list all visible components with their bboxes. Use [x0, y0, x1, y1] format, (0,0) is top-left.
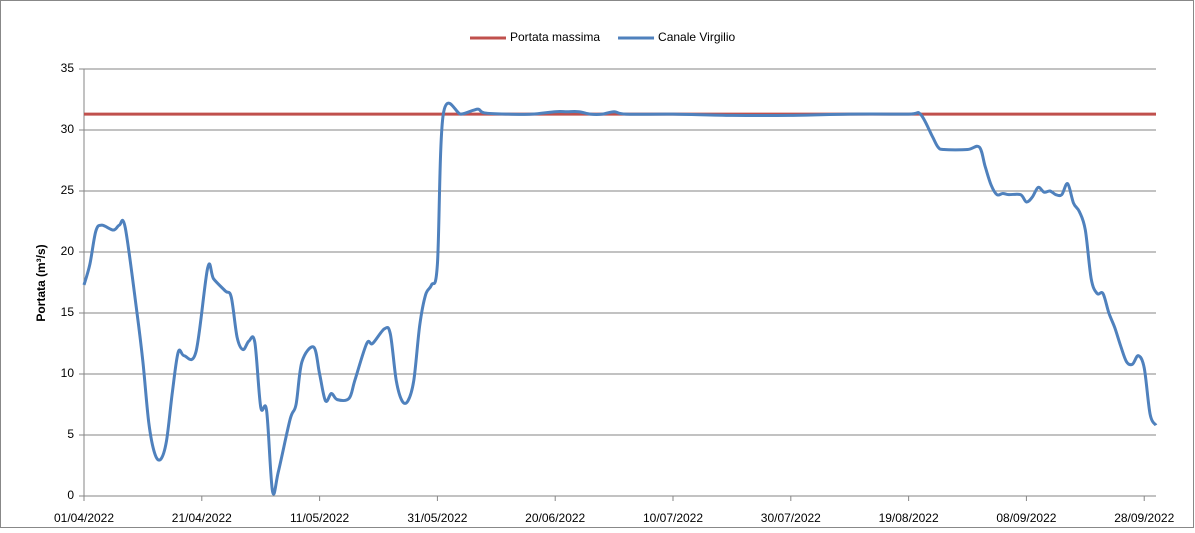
- x-tick-label: 20/06/2022: [525, 511, 585, 525]
- x-tick-label: 01/04/2022: [54, 511, 114, 525]
- series-line: [82, 101, 1158, 496]
- y-tick-label: 5: [67, 427, 74, 441]
- y-tick-label: 15: [61, 305, 75, 319]
- y-tick-label: 10: [61, 366, 75, 380]
- x-tick-label: 08/09/2022: [996, 511, 1056, 525]
- y-tick-label: 0: [67, 488, 74, 502]
- y-tick-label: 35: [61, 61, 75, 75]
- x-tick-label: 11/05/2022: [290, 511, 349, 525]
- x-tick-label: 19/08/2022: [879, 511, 939, 525]
- legend-label: Portata massima: [510, 30, 600, 44]
- y-tick-label: 25: [61, 183, 75, 197]
- x-tick-label: 10/07/2022: [643, 511, 703, 525]
- x-tick-label: 30/07/2022: [761, 511, 821, 525]
- y-axis-label: Portata (m³/s): [34, 244, 48, 321]
- legend-label: Canale Virgilio: [658, 30, 735, 44]
- x-tick-label: 28/09/2022: [1114, 511, 1174, 525]
- x-tick-label: 21/04/2022: [172, 511, 232, 525]
- y-tick-label: 20: [61, 244, 75, 258]
- x-tick-label: 31/05/2022: [407, 511, 467, 525]
- y-tick-label: 30: [61, 122, 75, 136]
